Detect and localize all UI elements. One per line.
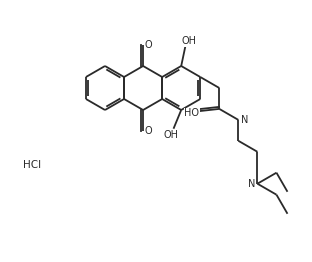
Text: HO: HO — [184, 108, 199, 118]
Text: O: O — [144, 126, 152, 136]
Text: O: O — [144, 40, 152, 50]
Text: N: N — [248, 179, 255, 189]
Text: OH: OH — [163, 130, 178, 140]
Text: OH: OH — [181, 36, 196, 46]
Text: N: N — [241, 115, 248, 125]
Text: HCl: HCl — [23, 160, 41, 170]
